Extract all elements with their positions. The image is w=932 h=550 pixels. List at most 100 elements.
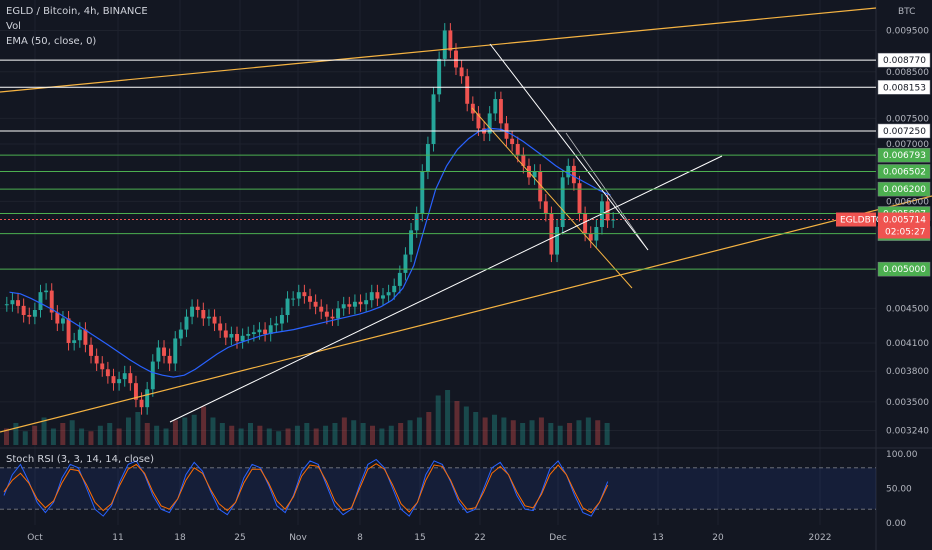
candle	[375, 292, 380, 299]
candle	[111, 376, 116, 384]
volume-bar	[313, 428, 319, 445]
candle	[487, 113, 492, 134]
candle	[583, 213, 588, 234]
volume-bar	[454, 401, 460, 445]
candle	[296, 292, 301, 299]
legend-volume: Vol	[6, 21, 21, 32]
x-tick-label: 22	[474, 533, 485, 543]
volume-bar	[144, 423, 150, 445]
volume-bar	[107, 423, 113, 445]
candle	[201, 310, 206, 319]
rsi-line-d	[3, 463, 609, 514]
candle	[555, 227, 560, 255]
x-tick-label: 15	[414, 533, 425, 543]
candle	[324, 311, 329, 317]
candle	[454, 50, 458, 68]
x-tick-label: Dec	[549, 533, 566, 543]
level-label-white: 0.007250	[883, 127, 926, 137]
candle	[420, 171, 425, 214]
price-tick-label: 0.006000	[886, 197, 929, 207]
candle	[94, 355, 99, 364]
volume-bar	[116, 428, 122, 445]
legend-ema: EMA (50, close, 0)	[6, 36, 97, 47]
candle	[77, 329, 82, 341]
volume-bar	[304, 423, 310, 445]
candle	[409, 230, 414, 255]
white-support-trendline	[169, 155, 723, 423]
legend-stoch-rsi: Stoch RSI (3, 3, 14, 14, close)	[6, 454, 154, 465]
x-tick-label: 8	[357, 533, 363, 543]
volume-bar	[360, 423, 366, 445]
volume-bar	[585, 417, 591, 445]
candle	[465, 76, 470, 104]
candle	[543, 201, 548, 214]
rsi-tick-label: 0.00	[886, 519, 906, 529]
volume-bar	[32, 425, 38, 445]
candle	[251, 332, 256, 335]
volume-bar	[22, 431, 28, 445]
volume-bar	[501, 417, 507, 445]
last-price-box	[878, 212, 930, 239]
white-resistance-trendline	[489, 43, 649, 251]
volume-bar	[135, 412, 141, 445]
level-label-green: 0.005000	[883, 265, 926, 275]
volume-bar	[182, 417, 188, 445]
volume-bar	[13, 423, 19, 445]
ema-line	[9, 127, 611, 378]
candle	[588, 233, 593, 241]
price-tick-label: 0.007000	[886, 140, 929, 150]
rsi-tick-label: 50.00	[886, 485, 912, 495]
candle	[257, 329, 262, 333]
x-tick-label: 18	[174, 533, 186, 543]
orange-lower-trendline	[0, 195, 932, 433]
candle	[49, 290, 54, 313]
volume-bar	[370, 425, 375, 445]
price-tick-label: 0.004100	[886, 339, 929, 349]
candle	[308, 296, 312, 302]
candle	[364, 300, 369, 305]
level-label-white-box	[877, 52, 931, 68]
candle	[330, 316, 335, 319]
candle	[431, 94, 436, 145]
volume-bar	[285, 428, 291, 445]
candle	[313, 301, 318, 307]
x-tick-label: 13	[652, 533, 663, 543]
candle	[386, 292, 391, 296]
volume-bar	[191, 414, 197, 445]
candle	[206, 316, 211, 319]
candle	[493, 99, 498, 114]
x-tick-label: 11	[112, 533, 123, 543]
candle	[302, 292, 307, 297]
candle	[105, 369, 110, 377]
volume-bar	[266, 428, 272, 445]
volume-bar	[248, 423, 253, 445]
candle	[352, 301, 357, 307]
candle	[117, 379, 122, 384]
candle	[538, 171, 543, 202]
x-tick-label: 2022	[809, 533, 832, 543]
candle	[291, 298, 296, 300]
legend-symbol: EGLD / Bitcoin, 4h, BINANCE	[6, 6, 148, 17]
candle	[381, 295, 385, 299]
volume-bar	[201, 406, 207, 445]
candle	[274, 323, 279, 326]
price-tick-label: 0.003240	[886, 427, 929, 437]
volume-bar	[126, 417, 131, 445]
volume-bar	[416, 417, 422, 445]
volume-bar	[567, 423, 573, 445]
candle	[347, 304, 352, 307]
volume-bar	[604, 423, 610, 445]
price-tick-label: 0.009500	[886, 26, 929, 36]
candle	[128, 373, 133, 384]
candle	[437, 58, 442, 95]
candle	[268, 325, 273, 335]
candle	[223, 330, 228, 338]
volume-bar	[257, 425, 263, 445]
level-label-green-box	[877, 147, 931, 163]
volume-bar	[557, 425, 563, 445]
candle	[10, 300, 15, 305]
candle	[139, 399, 144, 408]
candle	[240, 335, 245, 342]
candle	[341, 304, 346, 309]
